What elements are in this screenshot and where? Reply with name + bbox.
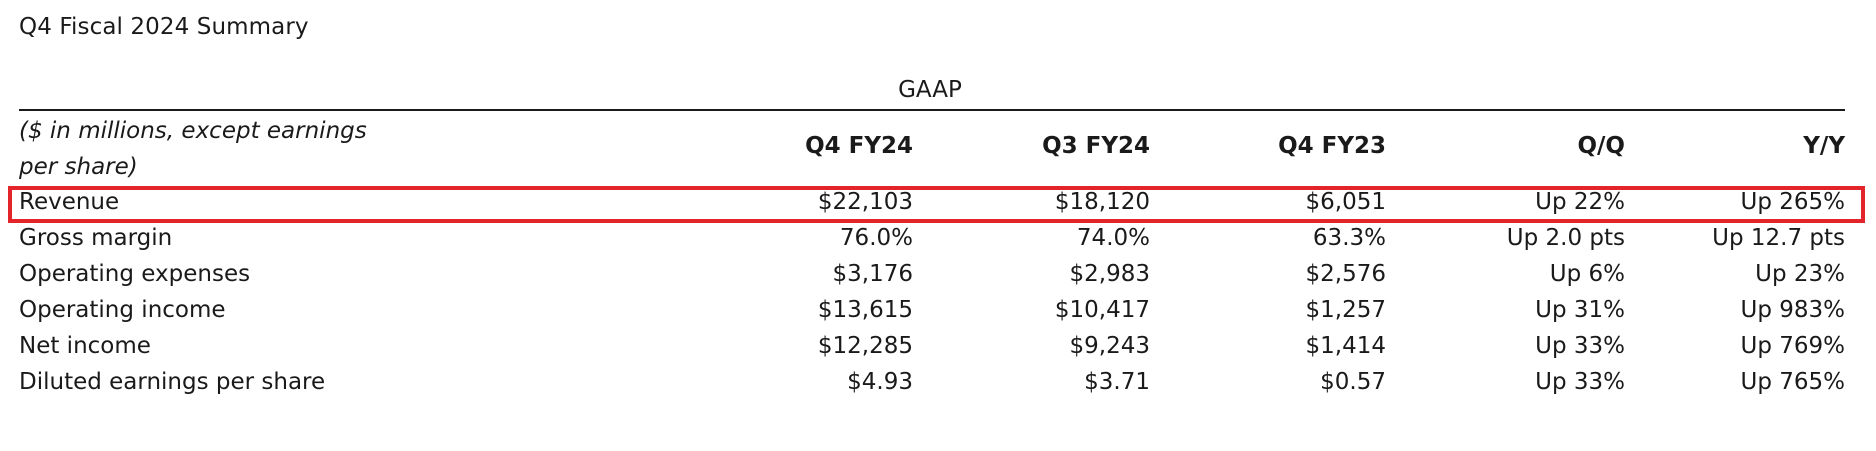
cell-q3-fy24: $9,243: [1069, 333, 1150, 359]
cell-y-y: Up 769%: [1740, 333, 1846, 359]
column-header-q3-fy24: Q3 FY24: [1042, 133, 1150, 159]
cell-q4-fy23: $1,414: [1305, 333, 1386, 359]
cell-q-q: Up 33%: [1535, 369, 1625, 395]
cell-q4-fy23: $1,257: [1305, 297, 1386, 323]
header-rule: [19, 109, 1845, 111]
column-header-y-y: Y/Y: [1803, 133, 1845, 159]
row-label: Net income: [19, 333, 151, 359]
summary-title: Q4 Fiscal 2024 Summary: [19, 14, 309, 40]
column-header-q4-fy24: Q4 FY24: [805, 133, 913, 159]
table-row-operating-expenses: Operating expenses $3,176 $2,983 $2,576 …: [0, 256, 1876, 292]
cell-q3-fy24: $3.71: [1084, 369, 1150, 395]
cell-q3-fy24: $2,983: [1069, 261, 1150, 287]
cell-y-y: Up 23%: [1755, 261, 1845, 287]
gaap-group-header: GAAP: [898, 77, 962, 103]
cell-y-y: Up 265%: [1740, 189, 1846, 215]
cell-q4-fy23: $6,051: [1305, 189, 1386, 215]
cell-q4-fy23: $0.57: [1320, 369, 1386, 395]
cell-q3-fy24: $18,120: [1054, 189, 1150, 215]
cell-q4-fy23: 63.3%: [1312, 225, 1386, 251]
table-row-revenue: Revenue $22,103 $18,120 $6,051 Up 22% Up…: [0, 184, 1876, 220]
cell-q3-fy24: $10,417: [1054, 297, 1150, 323]
row-label: Diluted earnings per share: [19, 369, 326, 395]
cell-y-y: Up 765%: [1740, 369, 1846, 395]
cell-q4-fy24: $3,176: [832, 261, 913, 287]
cell-q-q: Up 31%: [1535, 297, 1625, 323]
row-label: Revenue: [19, 189, 120, 215]
cell-y-y: Up 983%: [1740, 297, 1846, 323]
cell-q-q: Up 2.0 pts: [1506, 225, 1625, 251]
cell-q-q: Up 33%: [1535, 333, 1625, 359]
units-note: ($ in millions, except earnings per shar…: [19, 118, 367, 180]
cell-q4-fy24: $4.93: [847, 369, 913, 395]
cell-q-q: Up 22%: [1535, 189, 1625, 215]
cell-y-y: Up 12.7 pts: [1712, 225, 1845, 251]
row-label: Operating expenses: [19, 261, 251, 287]
cell-q4-fy24: $12,285: [817, 333, 913, 359]
cell-q4-fy24: 76.0%: [839, 225, 913, 251]
table-row-diluted-eps: Diluted earnings per share $4.93 $3.71 $…: [0, 364, 1876, 400]
table-row-operating-income: Operating income $13,615 $10,417 $1,257 …: [0, 292, 1876, 328]
column-header-q-q: Q/Q: [1577, 133, 1625, 159]
cell-q4-fy23: $2,576: [1305, 261, 1386, 287]
column-header-q4-fy23: Q4 FY23: [1278, 133, 1386, 159]
table-row-gross-margin: Gross margin 76.0% 74.0% 63.3% Up 2.0 pt…: [0, 220, 1876, 256]
row-label: Operating income: [19, 297, 226, 323]
cell-q-q: Up 6%: [1549, 261, 1625, 287]
cell-q4-fy24: $22,103: [817, 189, 913, 215]
cell-q4-fy24: $13,615: [817, 297, 913, 323]
cell-q3-fy24: 74.0%: [1076, 225, 1150, 251]
table-row-net-income: Net income $12,285 $9,243 $1,414 Up 33% …: [0, 328, 1876, 364]
row-label: Gross margin: [19, 225, 173, 251]
